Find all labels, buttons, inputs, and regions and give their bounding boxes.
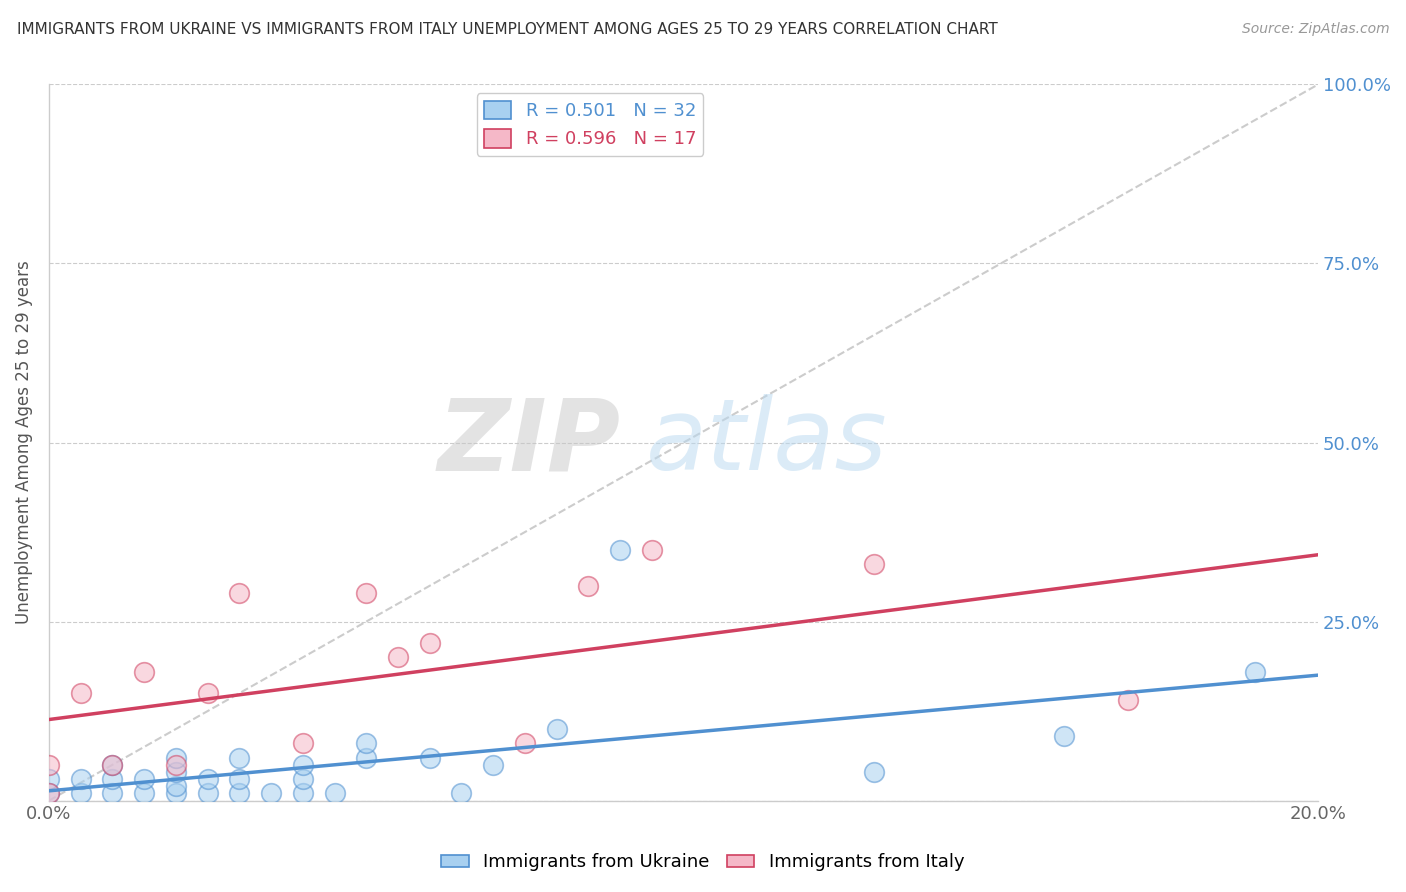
Point — [101, 757, 124, 772]
Y-axis label: Unemployment Among Ages 25 to 29 years: Unemployment Among Ages 25 to 29 years — [15, 260, 32, 624]
Point — [1053, 729, 1076, 743]
Point — [228, 787, 250, 801]
Text: atlas: atlas — [645, 394, 887, 491]
Point — [228, 772, 250, 786]
Point — [165, 750, 187, 764]
Point — [356, 586, 378, 600]
Point — [513, 736, 536, 750]
Point — [101, 772, 124, 786]
Point — [134, 787, 156, 801]
Point — [101, 787, 124, 801]
Point — [863, 558, 886, 572]
Point — [863, 764, 886, 779]
Text: IMMIGRANTS FROM UKRAINE VS IMMIGRANTS FROM ITALY UNEMPLOYMENT AMONG AGES 25 TO 2: IMMIGRANTS FROM UKRAINE VS IMMIGRANTS FR… — [17, 22, 998, 37]
Point — [450, 787, 472, 801]
Point — [546, 722, 568, 736]
Point — [609, 543, 631, 558]
Point — [228, 750, 250, 764]
Point — [641, 543, 664, 558]
Point — [419, 636, 441, 650]
Point — [228, 586, 250, 600]
Point — [356, 736, 378, 750]
Point — [1243, 665, 1265, 679]
Point — [38, 757, 60, 772]
Point — [291, 787, 314, 801]
Point — [419, 750, 441, 764]
Point — [197, 686, 219, 700]
Point — [38, 772, 60, 786]
Point — [165, 764, 187, 779]
Point — [482, 757, 505, 772]
Point — [323, 787, 346, 801]
Point — [1116, 693, 1139, 707]
Point — [165, 757, 187, 772]
Point — [165, 779, 187, 793]
Legend: R = 0.501   N = 32, R = 0.596   N = 17: R = 0.501 N = 32, R = 0.596 N = 17 — [477, 94, 703, 155]
Point — [387, 650, 409, 665]
Point — [38, 787, 60, 801]
Point — [165, 787, 187, 801]
Point — [197, 787, 219, 801]
Point — [356, 750, 378, 764]
Legend: Immigrants from Ukraine, Immigrants from Italy: Immigrants from Ukraine, Immigrants from… — [434, 847, 972, 879]
Point — [260, 787, 283, 801]
Point — [291, 757, 314, 772]
Point — [101, 757, 124, 772]
Point — [69, 787, 91, 801]
Point — [134, 772, 156, 786]
Point — [134, 665, 156, 679]
Text: Source: ZipAtlas.com: Source: ZipAtlas.com — [1241, 22, 1389, 37]
Point — [38, 787, 60, 801]
Point — [291, 736, 314, 750]
Point — [197, 772, 219, 786]
Text: ZIP: ZIP — [437, 394, 620, 491]
Point — [576, 579, 599, 593]
Point — [291, 772, 314, 786]
Point — [69, 772, 91, 786]
Point — [69, 686, 91, 700]
